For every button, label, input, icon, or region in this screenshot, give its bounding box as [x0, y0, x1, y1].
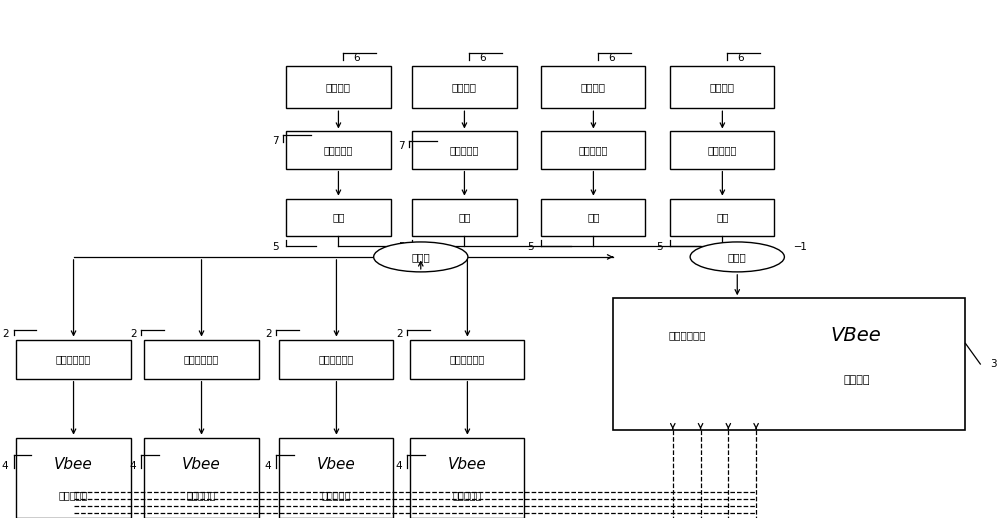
Text: 6: 6 [737, 53, 744, 63]
Text: 可移动充电机: 可移动充电机 [184, 354, 219, 364]
Text: 7: 7 [272, 136, 278, 146]
Bar [144, 339, 259, 379]
Text: 手机: 手机 [587, 212, 600, 222]
Bar [670, 131, 774, 169]
Text: Vbee: Vbee [317, 457, 356, 471]
Text: 组网设备: 组网设备 [843, 375, 870, 385]
Text: 5: 5 [527, 242, 533, 252]
Text: 数据传输线: 数据传输线 [324, 145, 353, 155]
Text: 电动汽车: 电动汽车 [710, 82, 735, 92]
Text: 6: 6 [608, 53, 615, 63]
Bar [16, 438, 131, 517]
Text: 5: 5 [398, 242, 404, 252]
Bar [670, 199, 774, 236]
Text: VBee: VBee [831, 325, 882, 345]
Text: Vbee: Vbee [54, 457, 93, 471]
Bar [541, 199, 645, 236]
Text: 数据传输线: 数据传输线 [450, 145, 479, 155]
Text: 5: 5 [272, 242, 278, 252]
Text: 2: 2 [2, 330, 9, 339]
Bar [286, 66, 391, 108]
Text: ─1: ─1 [794, 241, 807, 252]
Text: 电动汽车: 电动汽车 [452, 82, 477, 92]
Bar [541, 131, 645, 169]
Bar [279, 438, 393, 517]
Text: 电动汽车: 电动汽车 [326, 82, 351, 92]
Text: 2: 2 [130, 330, 137, 339]
Text: 7: 7 [398, 141, 404, 151]
Text: 终端节点器: 终端节点器 [187, 490, 216, 500]
Text: Vbee: Vbee [448, 457, 487, 471]
Bar [613, 298, 965, 430]
Text: 2: 2 [396, 330, 402, 339]
Text: 可移动充电机: 可移动充电机 [56, 354, 91, 364]
Bar [279, 339, 393, 379]
Bar [412, 199, 517, 236]
Text: 数据传输线: 数据传输线 [708, 145, 737, 155]
Text: 6: 6 [353, 53, 360, 63]
Text: 数据传输线: 数据传输线 [579, 145, 608, 155]
Bar [16, 339, 131, 379]
Bar [410, 438, 524, 517]
Bar [412, 131, 517, 169]
Text: 5: 5 [656, 242, 662, 252]
Ellipse shape [690, 242, 784, 272]
Bar [286, 199, 391, 236]
Bar [670, 66, 774, 108]
Text: 4: 4 [2, 460, 9, 471]
Text: 终端节点器: 终端节点器 [59, 490, 88, 500]
Bar [286, 131, 391, 169]
Text: 终端节点器: 终端节点器 [453, 490, 482, 500]
Ellipse shape [374, 242, 468, 272]
Text: 手机: 手机 [458, 212, 471, 222]
Text: 2: 2 [265, 330, 271, 339]
Bar [410, 339, 524, 379]
Text: 手机: 手机 [716, 212, 729, 222]
Text: 6: 6 [479, 53, 486, 63]
Text: 电动汽车: 电动汽车 [581, 82, 606, 92]
Text: 可移动充电机: 可移动充电机 [450, 354, 485, 364]
Text: 4: 4 [396, 460, 402, 471]
Text: 3: 3 [990, 359, 997, 369]
Text: 以太网: 以太网 [411, 252, 430, 262]
Bar [144, 438, 259, 517]
Text: 4: 4 [265, 460, 271, 471]
Text: 手机: 手机 [332, 212, 345, 222]
Text: 互联网: 互联网 [728, 252, 747, 262]
Bar [412, 66, 517, 108]
Text: 充电控制中心: 充电控制中心 [669, 330, 706, 340]
Text: 终端节点器: 终端节点器 [322, 490, 351, 500]
Text: 可移动充电机: 可移动充电机 [319, 354, 354, 364]
Text: Vbee: Vbee [182, 457, 221, 471]
Text: 4: 4 [130, 460, 137, 471]
Bar [541, 66, 645, 108]
